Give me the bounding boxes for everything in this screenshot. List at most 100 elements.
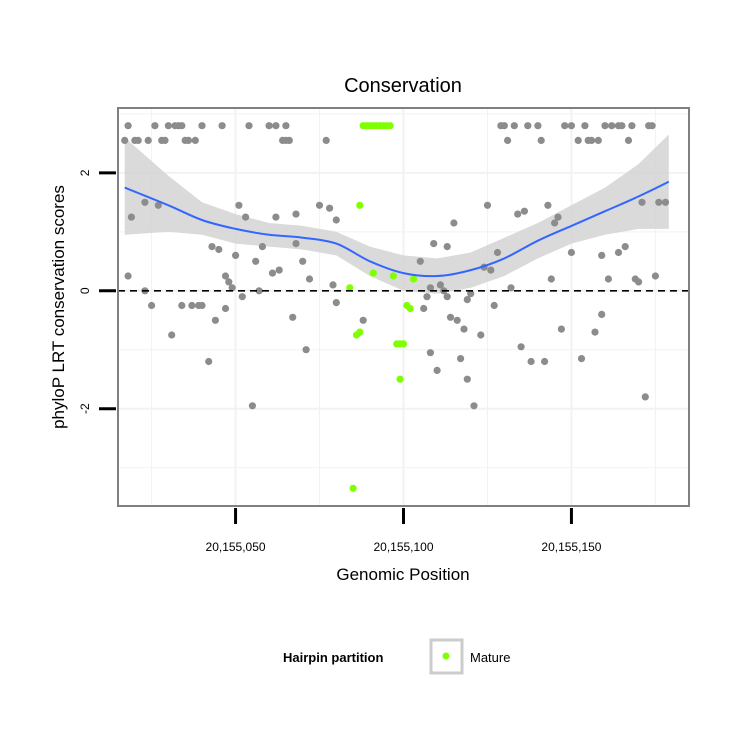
- confidence-band-area: [124, 134, 669, 294]
- point-other: [265, 122, 273, 130]
- point-other: [208, 243, 216, 251]
- point-other: [433, 366, 441, 374]
- point-other: [292, 240, 300, 248]
- point-other: [423, 293, 431, 301]
- point-other: [608, 122, 616, 130]
- point-other: [467, 290, 475, 298]
- point-other: [258, 243, 266, 251]
- point-other: [235, 201, 243, 209]
- y-axis-ticks: -2 0 2: [78, 169, 116, 414]
- point-other: [477, 331, 485, 339]
- legend-dot-mature: [442, 652, 450, 660]
- point-other: [272, 122, 280, 130]
- point-other: [285, 136, 293, 144]
- point-other: [604, 275, 613, 283]
- point-other: [121, 136, 129, 144]
- point-other: [144, 136, 152, 144]
- point-mature: [349, 484, 357, 492]
- point-other: [591, 328, 599, 336]
- point-other: [215, 245, 223, 254]
- point-other: [524, 122, 532, 130]
- point-other: [561, 122, 569, 130]
- point-other: [134, 136, 142, 144]
- point-other: [638, 198, 646, 206]
- point-other: [483, 201, 492, 209]
- point-other: [450, 219, 458, 227]
- point-other: [661, 198, 670, 206]
- point-other: [460, 325, 468, 333]
- point-other: [641, 393, 649, 401]
- point-other: [275, 266, 283, 274]
- smooth-line: [124, 180, 670, 278]
- point-other: [514, 210, 522, 218]
- point-other: [541, 357, 549, 366]
- plot-panel: [117, 107, 690, 507]
- point-other: [470, 402, 478, 410]
- point-other: [315, 201, 324, 209]
- point-mature: [410, 275, 418, 283]
- point-other: [493, 248, 502, 257]
- point-other: [618, 122, 626, 130]
- point-other: [302, 346, 310, 354]
- data-points: [121, 122, 670, 492]
- point-mature: [386, 122, 394, 130]
- point-other: [507, 284, 515, 292]
- x-axis-ticks: 20,155,050 20,155,100 20,155,150: [206, 508, 602, 554]
- point-other: [651, 272, 660, 280]
- point-other: [567, 122, 576, 130]
- point-other: [547, 275, 555, 283]
- point-other: [588, 136, 596, 144]
- y-tick-label: -2: [78, 403, 92, 414]
- point-other: [184, 136, 193, 144]
- point-other: [655, 198, 663, 206]
- point-other: [124, 122, 132, 130]
- point-other: [289, 313, 297, 321]
- x-tick-label: 20,155,100: [373, 540, 433, 554]
- chart-title: Conservation: [344, 75, 462, 97]
- point-other: [218, 122, 226, 130]
- point-other: [598, 310, 606, 318]
- point-other: [443, 243, 451, 251]
- point-mature: [346, 284, 354, 292]
- point-other: [332, 216, 340, 224]
- point-mature: [369, 269, 377, 277]
- point-other: [326, 204, 334, 212]
- point-other: [577, 355, 586, 363]
- x-tick-label: 20,155,050: [206, 540, 266, 554]
- point-other: [527, 357, 535, 366]
- point-other: [557, 325, 566, 333]
- point-other: [359, 316, 367, 324]
- point-other: [490, 301, 498, 310]
- point-mature: [399, 340, 408, 348]
- point-other: [624, 136, 633, 144]
- point-other: [238, 293, 246, 301]
- point-other: [517, 343, 525, 351]
- point-other: [198, 122, 206, 130]
- point-other: [635, 278, 643, 286]
- point-other: [453, 316, 461, 324]
- x-tick-label: 20,155,150: [541, 540, 601, 554]
- point-other: [178, 301, 186, 310]
- point-other: [601, 122, 609, 130]
- point-other: [436, 281, 444, 289]
- legend-title: Hairpin partition: [283, 650, 383, 665]
- point-other: [621, 243, 629, 251]
- point-other: [534, 122, 542, 130]
- point-other: [164, 122, 172, 130]
- point-other: [205, 357, 213, 366]
- point-other: [426, 284, 434, 292]
- x-axis-title: Genomic Position: [336, 565, 469, 584]
- point-other: [598, 251, 606, 259]
- point-other: [188, 301, 196, 310]
- point-other: [648, 122, 656, 130]
- point-other: [272, 213, 280, 221]
- point-other: [322, 136, 330, 144]
- point-other: [245, 122, 253, 130]
- point-mature: [396, 375, 404, 383]
- point-other: [628, 122, 636, 130]
- point-other: [487, 266, 495, 274]
- point-other: [225, 278, 233, 286]
- point-other: [252, 257, 260, 265]
- point-other: [299, 257, 307, 265]
